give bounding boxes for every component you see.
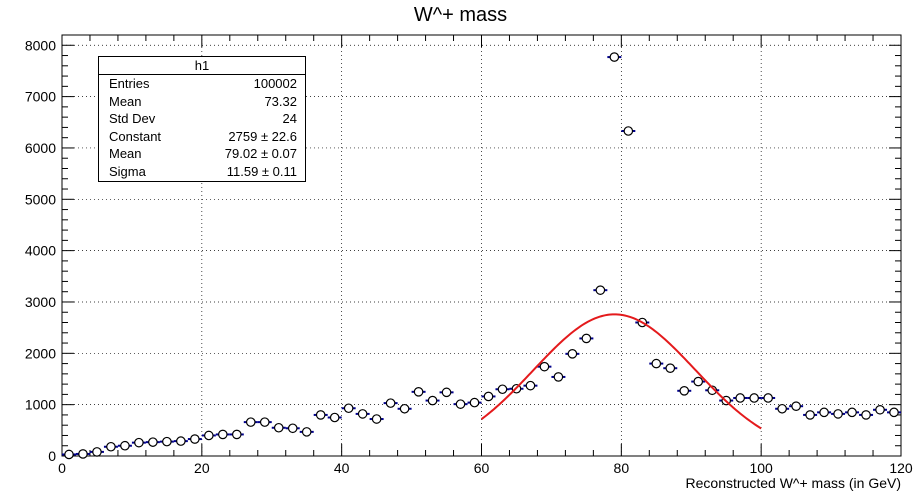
stats-key: Sigma bbox=[109, 163, 146, 179]
x-axis-label: Reconstructed W^+ mass (in GeV) bbox=[685, 475, 901, 491]
stats-row-entries: Entries 100002 bbox=[99, 75, 305, 93]
data-point bbox=[525, 380, 536, 391]
stats-value: 79.02 ± 0.07 bbox=[224, 146, 297, 162]
data-point bbox=[763, 393, 773, 403]
chart-title: W^+ mass bbox=[413, 4, 508, 26]
data-point bbox=[162, 436, 172, 447]
data-point bbox=[301, 427, 312, 437]
stats-row-sigma: Sigma 11.59 ± 0.11 bbox=[99, 163, 305, 181]
data-point bbox=[847, 407, 857, 418]
stats-row-mean: Mean 73.32 bbox=[99, 93, 305, 111]
y-tick-label: 5000 bbox=[25, 191, 56, 207]
stats-box: h1 Entries 100002 Mean 73.32 Std Dev 24 … bbox=[98, 56, 306, 182]
x-tick-label: 0 bbox=[58, 460, 66, 476]
data-point bbox=[273, 422, 284, 433]
y-tick-label: 1000 bbox=[25, 397, 56, 413]
data-point bbox=[819, 407, 829, 418]
stats-row-constant: Constant 2759 ± 22.6 bbox=[99, 128, 305, 146]
data-point bbox=[791, 401, 801, 411]
stats-key: Mean bbox=[109, 146, 142, 162]
data-point bbox=[399, 403, 410, 414]
stats-value: 11.59 ± 0.11 bbox=[226, 163, 297, 179]
y-tick-label: 7000 bbox=[25, 89, 56, 105]
data-point bbox=[749, 393, 759, 403]
data-point bbox=[539, 361, 550, 372]
stats-key: Entries bbox=[109, 76, 150, 91]
data-point bbox=[190, 434, 200, 444]
data-point bbox=[665, 363, 676, 374]
data-point bbox=[441, 387, 452, 398]
data-point bbox=[218, 429, 228, 440]
data-point bbox=[581, 333, 592, 344]
stats-value: 100002 bbox=[253, 76, 297, 91]
stats-value: 2759 ± 22.6 bbox=[228, 128, 297, 144]
data-point bbox=[204, 430, 214, 441]
stats-row-stddev: Std Dev 24 bbox=[99, 110, 305, 128]
data-point bbox=[805, 410, 815, 420]
data-point bbox=[567, 349, 578, 359]
data-point bbox=[679, 385, 690, 396]
data-point bbox=[148, 437, 158, 447]
data-point bbox=[231, 429, 242, 440]
data-point bbox=[78, 449, 88, 459]
data-point bbox=[693, 376, 704, 387]
data-point bbox=[623, 126, 634, 136]
data-point bbox=[92, 447, 102, 457]
stats-value: 73.32 bbox=[264, 93, 297, 109]
x-tick-label: 40 bbox=[334, 460, 350, 476]
data-point bbox=[861, 410, 871, 420]
data-point bbox=[735, 393, 745, 403]
y-tick-label: 0 bbox=[48, 448, 56, 464]
data-point bbox=[833, 409, 843, 419]
data-point bbox=[651, 358, 662, 369]
y-tick-label: 8000 bbox=[25, 37, 56, 53]
stats-key: Constant bbox=[109, 128, 162, 144]
data-point bbox=[497, 384, 508, 395]
data-point bbox=[889, 407, 899, 418]
fit-curve bbox=[480, 313, 762, 430]
data-point bbox=[329, 412, 340, 423]
y-tick-label: 2000 bbox=[25, 345, 56, 361]
data-point bbox=[120, 440, 130, 451]
data-point bbox=[134, 437, 144, 448]
data-point bbox=[707, 385, 718, 396]
data-point bbox=[385, 398, 396, 408]
data-point bbox=[245, 417, 256, 427]
stats-row-fit-mean: Mean 79.02 ± 0.07 bbox=[99, 145, 305, 163]
x-tick-label: 20 bbox=[194, 460, 210, 476]
y-tick-label: 6000 bbox=[25, 140, 56, 156]
data-point bbox=[259, 417, 270, 427]
stats-key: Std Dev bbox=[109, 111, 156, 127]
data-point bbox=[357, 409, 368, 419]
x-tick-label: 60 bbox=[474, 460, 490, 476]
data-point bbox=[315, 410, 326, 420]
x-tick-label: 100 bbox=[749, 460, 773, 476]
data-point bbox=[553, 372, 564, 382]
data-point bbox=[287, 423, 298, 434]
stats-key: Mean bbox=[109, 93, 142, 109]
data-point bbox=[469, 397, 480, 408]
data-point bbox=[343, 403, 354, 414]
data-point bbox=[371, 414, 382, 424]
data-point bbox=[64, 449, 74, 460]
stats-value: 24 bbox=[282, 111, 297, 127]
x-tick-label: 120 bbox=[889, 460, 913, 476]
y-tick-label: 3000 bbox=[25, 294, 56, 310]
data-point bbox=[106, 441, 116, 452]
data-point bbox=[609, 52, 620, 62]
y-tick-label: 4000 bbox=[25, 243, 56, 259]
data-point bbox=[483, 391, 494, 402]
data-point bbox=[777, 403, 787, 414]
data-point bbox=[176, 436, 186, 446]
data-point bbox=[875, 404, 885, 415]
data-point bbox=[595, 285, 606, 295]
data-point bbox=[413, 387, 424, 397]
x-tick-label: 80 bbox=[614, 460, 630, 476]
stats-box-title: h1 bbox=[99, 57, 305, 75]
data-point bbox=[427, 395, 438, 406]
data-point bbox=[455, 399, 466, 409]
